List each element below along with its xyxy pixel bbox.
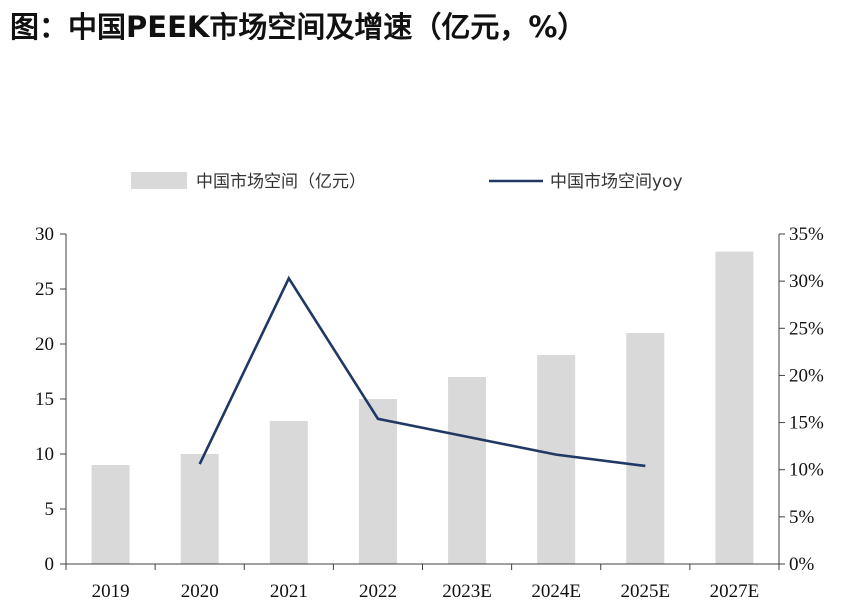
bar-2021 [269, 421, 308, 564]
x-tick-label: 2024E [531, 581, 581, 602]
bar-2025E [626, 333, 665, 564]
bar-2023E [448, 377, 487, 564]
yoy-line [198, 275, 646, 468]
y-left-tick-label: 25 [35, 279, 54, 300]
x-tick-label: 2027E [710, 581, 760, 602]
y-left-tick-label: 20 [35, 334, 54, 355]
y-left-tick-label: 0 [45, 554, 55, 575]
x-tick-label: 2019 [92, 581, 130, 602]
x-tick-label: 2023E [442, 581, 492, 602]
x-tick-label: 2022 [359, 581, 397, 602]
x-tick-label: 2021 [270, 581, 308, 602]
y-left-tick-label: 15 [35, 389, 54, 410]
y-left-tick-label: 30 [35, 224, 54, 245]
bar-2019 [91, 465, 130, 564]
y-right-tick-label: 0% [789, 554, 815, 575]
x-tick-label: 2020 [181, 581, 219, 602]
y-right-tick-label: 25% [789, 318, 824, 339]
y-left-tick-label: 10 [35, 444, 54, 465]
page-title: 图：中国PEEK市场空间及增速（亿元，%） [10, 10, 587, 44]
legend-swatch-bar [131, 172, 187, 189]
legend-label-line: 中国市场空间yoy [550, 172, 683, 192]
y-right-tick-label: 30% [789, 271, 824, 292]
legend-label-bar: 中国市场空间（亿元） [196, 172, 366, 192]
bar-2020 [180, 454, 219, 564]
y-right-tick-label: 35% [789, 224, 824, 245]
y-left-tick-label: 5 [45, 499, 55, 520]
y-right-tick-label: 20% [789, 365, 824, 386]
bar-2024E [537, 355, 576, 564]
x-tick-label: 2025E [621, 581, 671, 602]
bar-2027E [715, 251, 754, 564]
y-right-tick-label: 5% [789, 507, 815, 528]
bar-2022 [358, 399, 397, 564]
y-right-tick-label: 10% [789, 460, 824, 481]
y-right-tick-label: 15% [789, 413, 824, 434]
